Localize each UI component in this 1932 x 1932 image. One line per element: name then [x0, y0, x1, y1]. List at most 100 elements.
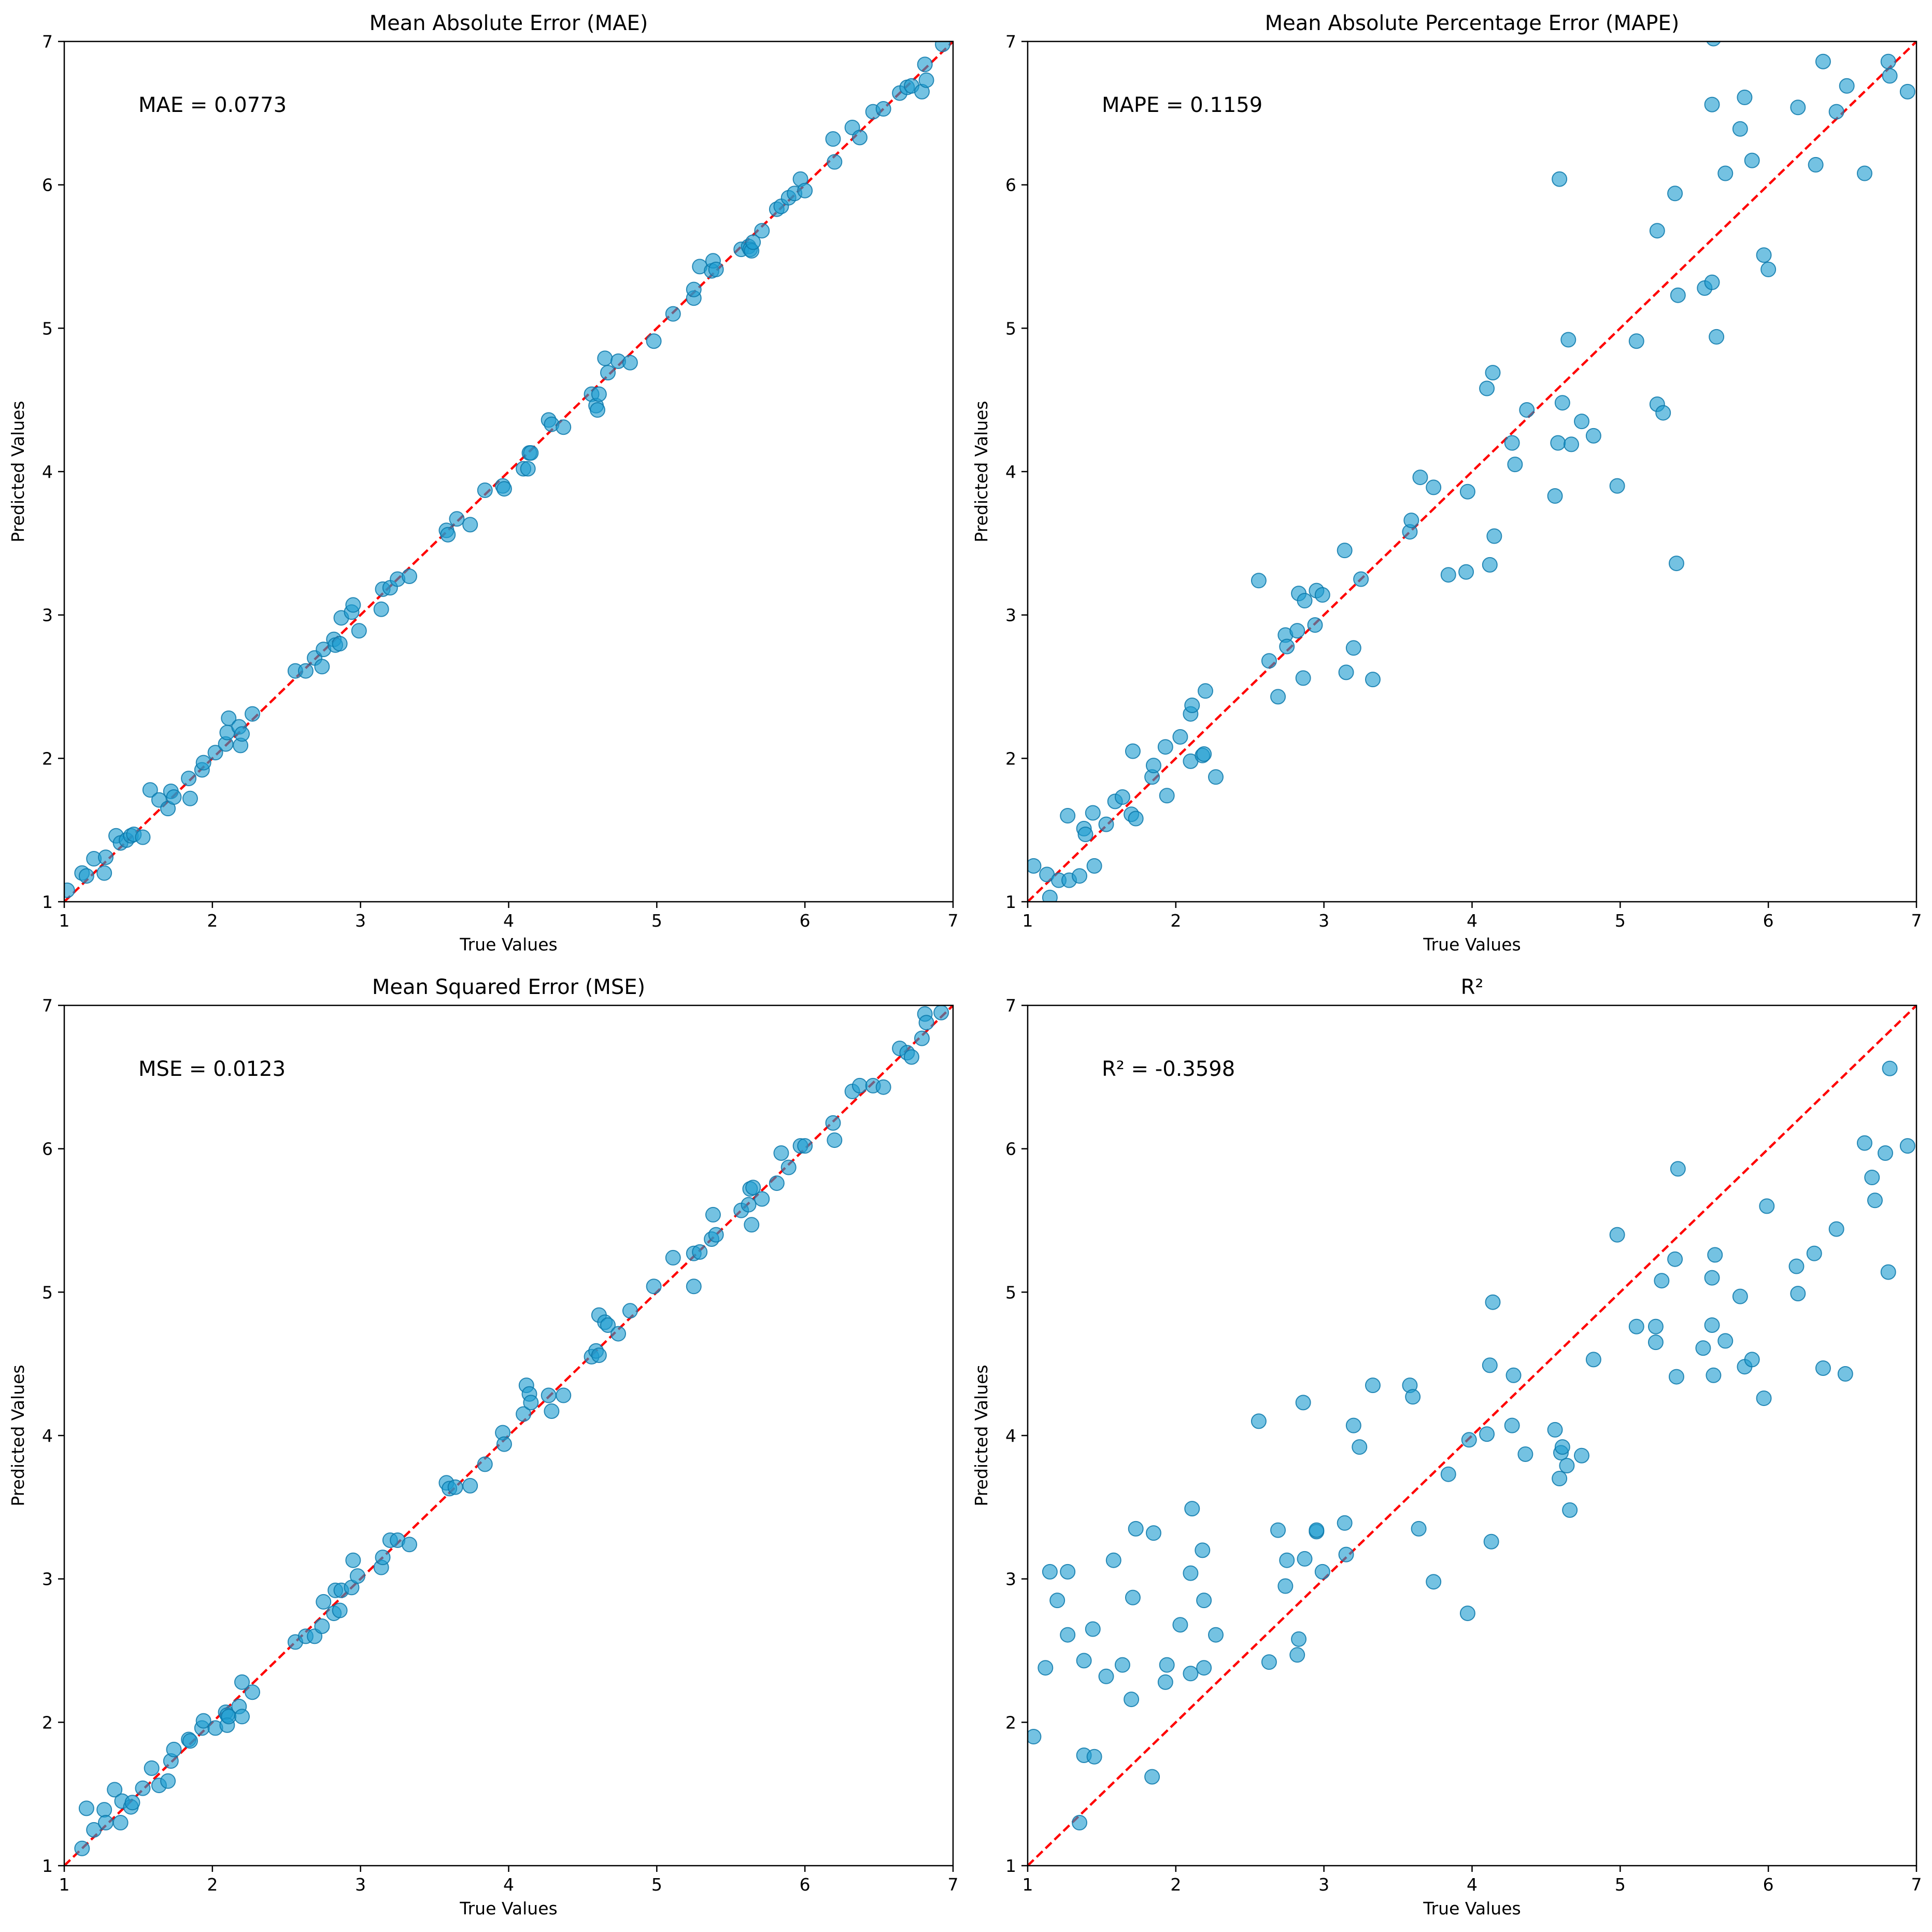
data-point: [1839, 78, 1855, 94]
data-point: [124, 1795, 140, 1811]
data-point: [1815, 53, 1831, 69]
y-tick-label: 5: [1005, 1282, 1016, 1302]
y-tick-label: 6: [42, 175, 53, 195]
data-point: [1295, 1395, 1311, 1411]
data-point: [332, 1602, 348, 1618]
data-point: [195, 1713, 211, 1729]
data-point: [1086, 1749, 1102, 1765]
data-point: [1270, 1522, 1286, 1538]
data-point: [1038, 1660, 1054, 1676]
x-tick-label: 6: [1763, 911, 1774, 931]
data-point: [245, 706, 261, 722]
data-point: [1717, 1333, 1734, 1349]
y-tick-label: 1: [1005, 892, 1016, 912]
data-point: [1670, 1161, 1686, 1177]
data-point: [692, 1244, 708, 1260]
y-tick-label: 7: [1005, 996, 1016, 1016]
data-point: [1172, 1617, 1188, 1633]
data-point: [827, 154, 843, 170]
data-point: [597, 350, 613, 366]
data-point: [591, 1347, 607, 1363]
data-point: [496, 1436, 512, 1452]
data-point: [1790, 100, 1806, 116]
data-point: [1309, 1522, 1325, 1538]
data-point: [1277, 1578, 1294, 1594]
data-point: [1856, 1135, 1872, 1151]
y-tick-label: 2: [1005, 1712, 1016, 1732]
data-point: [1668, 556, 1684, 572]
identity-reference-line: [1028, 41, 1916, 902]
data-point: [875, 1079, 891, 1095]
data-point: [74, 1840, 90, 1856]
data-point: [1345, 1417, 1361, 1433]
data-point: [1183, 1565, 1199, 1581]
data-point: [744, 1217, 760, 1233]
data-point: [345, 1552, 361, 1568]
data-point: [1737, 89, 1753, 105]
plot-area-frame: [1027, 1004, 1917, 1867]
data-point: [1609, 478, 1625, 494]
data-point: [1279, 1552, 1295, 1568]
data-point: [520, 461, 536, 477]
x-tick-label: 6: [1763, 1874, 1774, 1895]
y-axis-label: Predicted Values: [8, 1365, 28, 1506]
data-point: [1756, 247, 1772, 263]
data-point: [496, 481, 512, 497]
x-tick-label: 4: [1467, 1874, 1478, 1895]
data-point: [1479, 1426, 1495, 1442]
data-point: [1345, 640, 1361, 656]
x-tick-label: 3: [1318, 1874, 1329, 1895]
data-point: [1072, 868, 1088, 884]
data-point: [1297, 593, 1313, 608]
scatter-series-mape: [1028, 41, 1915, 902]
data-point: [1028, 858, 1042, 874]
data-point: [1790, 1286, 1806, 1302]
data-point: [1085, 805, 1101, 821]
data-point: [1049, 1593, 1066, 1609]
data-point: [556, 419, 572, 435]
data-point: [1554, 395, 1570, 411]
data-point: [1105, 1552, 1121, 1568]
x-tick-label: 1: [1022, 911, 1033, 931]
data-point: [86, 1822, 102, 1838]
data-point: [1550, 435, 1566, 451]
data-point: [708, 261, 724, 277]
data-point: [1706, 1367, 1722, 1383]
data-point: [825, 131, 841, 147]
data-point: [1114, 789, 1130, 805]
data-point: [96, 865, 112, 881]
data-point: [1655, 405, 1671, 421]
data-point: [1261, 1654, 1277, 1670]
data-point: [1060, 808, 1076, 823]
panel-title-mse: Mean Squared Error (MSE): [372, 975, 645, 999]
data-point: [1882, 68, 1898, 84]
data-point: [1759, 1198, 1775, 1214]
x-tick-label: 4: [503, 911, 514, 931]
metric-annotation-r2: R² = -0.3598: [1102, 1057, 1235, 1081]
data-point: [851, 1077, 868, 1093]
metric-annotation-mae: MAE = 0.0773: [138, 93, 287, 117]
data-point: [135, 1780, 151, 1796]
data-point: [1295, 670, 1311, 686]
y-tick-label: 7: [42, 996, 53, 1016]
scatter-series-mse: [74, 1005, 949, 1856]
data-point: [1196, 1593, 1212, 1609]
data-point: [797, 1138, 813, 1154]
data-point: [754, 1191, 770, 1207]
data-point: [1483, 1533, 1499, 1550]
data-point: [1159, 1657, 1175, 1673]
data-point: [112, 1815, 129, 1830]
data-point: [1314, 587, 1330, 603]
data-point: [1365, 1377, 1381, 1394]
data-point: [1072, 1815, 1088, 1830]
data-point: [1085, 1621, 1101, 1637]
data-point: [142, 782, 158, 798]
x-tick-label: 7: [1911, 911, 1922, 931]
y-tick-label: 5: [42, 1282, 53, 1302]
data-point: [1667, 186, 1683, 202]
data-point: [1125, 1589, 1141, 1606]
data-point: [1365, 672, 1381, 688]
data-point: [1485, 1294, 1501, 1310]
y-tick-label: 4: [42, 1426, 53, 1446]
